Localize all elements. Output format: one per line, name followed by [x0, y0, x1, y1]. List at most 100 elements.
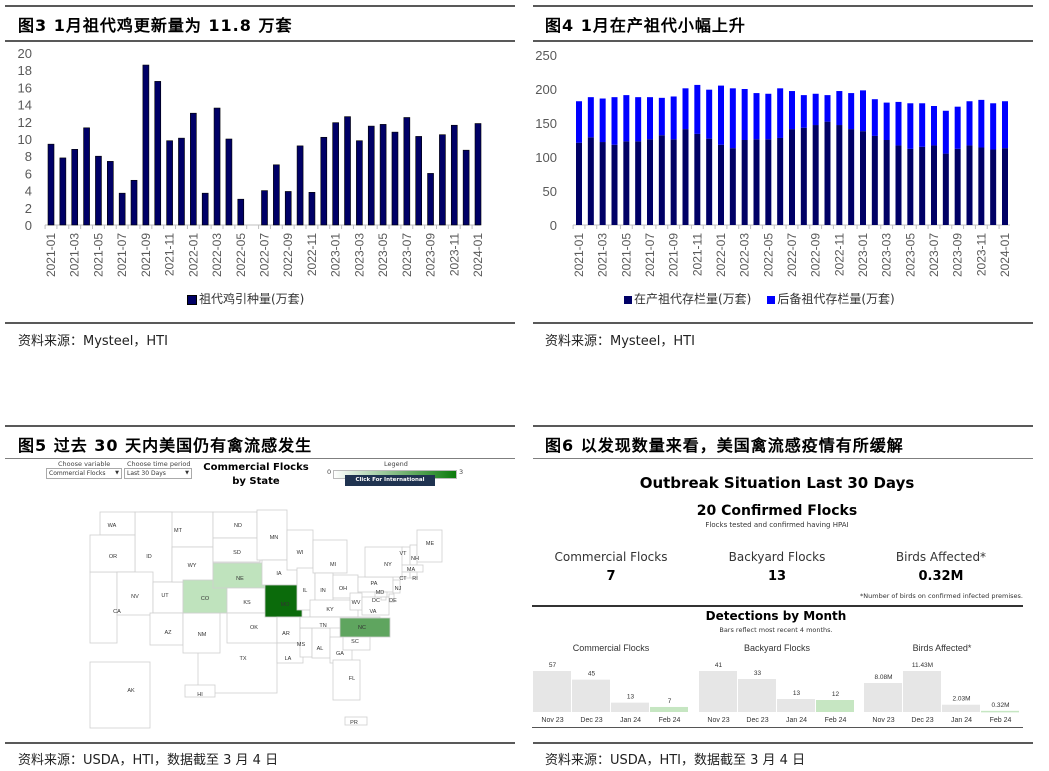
- state-OK[interactable]: [226, 612, 278, 644]
- state-MN[interactable]: [256, 509, 288, 561]
- bar-reserve-2023-07: [931, 106, 937, 146]
- bar-2023-11: [450, 124, 458, 226]
- detections-title: Detections by Month: [705, 609, 847, 623]
- bar-production-2022-04: [753, 139, 760, 225]
- bar-production-2022-10: [824, 121, 831, 225]
- detections-chart-0: Commercial Flocks 57 Nov 23 45 Dec 23 13 Jan 2…: [533, 643, 688, 724]
- detections-bar-label: 12: [832, 691, 840, 698]
- bar-reserve-2021-01: [576, 101, 582, 143]
- x-tick-label: 2022-07: [258, 233, 272, 277]
- detections-subtitle: Bars reflect most recent 4 months.: [719, 626, 833, 634]
- state-WA[interactable]: [99, 511, 136, 536]
- x-tick-label: 2023-07: [927, 233, 941, 277]
- fig6-title: 图6 以发现数量来看，美国禽流感疫情有所缓解: [545, 436, 904, 455]
- state-NE[interactable]: [212, 562, 266, 589]
- detections-bar-label: 7: [668, 698, 672, 705]
- bar-2021-07: [118, 192, 126, 226]
- x-tick-label: 2022-05: [234, 233, 248, 277]
- detections-chart-title: Birds Affected*: [913, 643, 972, 653]
- state-NH[interactable]: [409, 544, 418, 566]
- detections-bar-Feb-24: [816, 700, 854, 712]
- state-DC[interactable]: [380, 596, 387, 601]
- map-legend-min: 0: [327, 468, 332, 476]
- map-title-line1: Commercial Flocks: [203, 462, 309, 473]
- state-AK[interactable]: [89, 661, 151, 729]
- stat-birds-label: Birds Affected*: [895, 550, 987, 564]
- state-label-SD: SD: [233, 550, 241, 556]
- bar-2023-10: [439, 134, 446, 226]
- state-PR[interactable]: [344, 716, 368, 726]
- bar-production-2022-08: [800, 127, 807, 225]
- bar-2023-09: [427, 173, 434, 226]
- state-NY[interactable]: [364, 546, 404, 578]
- bar-2023-04: [367, 125, 375, 226]
- bar-reserve-2023-09: [954, 106, 961, 149]
- choose-variable-select[interactable]: Commercial Flocks ▼: [46, 468, 122, 479]
- bar-reserve-2023-04: [895, 101, 902, 146]
- fig5-title: 图5 过去 30 天内美国仍有禽流感发生: [18, 436, 313, 455]
- detections-month-label: Feb 24: [990, 717, 1012, 724]
- bar-2022-10: [296, 145, 304, 226]
- state-FL[interactable]: [332, 659, 361, 701]
- bar-2023-12: [462, 149, 470, 226]
- detections-bar-Feb-24: [650, 706, 688, 712]
- x-tick-label: 2023-07: [400, 233, 414, 277]
- fig4-legend-item-reserve: 后备祖代存栏量(万套): [767, 290, 895, 307]
- bar-reserve-2022-11: [836, 91, 843, 126]
- bar-2021-12: [178, 137, 185, 226]
- state-CA[interactable]: [89, 571, 118, 644]
- state-AR[interactable]: [276, 616, 301, 644]
- fig3-source: 资料来源：Mysteel，HTI: [18, 334, 168, 349]
- bar-2023-08: [415, 136, 422, 226]
- state-label-MN: MN: [270, 535, 279, 541]
- state-AL[interactable]: [311, 627, 331, 659]
- x-tick-label: 2023-03: [352, 233, 366, 277]
- bar-production-2021-01: [576, 142, 582, 225]
- bar-reserve-2021-10: [682, 88, 689, 130]
- fig6-top-rule: [533, 425, 1033, 427]
- state-MO[interactable]: [264, 584, 303, 618]
- state-label-AL: AL: [317, 646, 324, 652]
- state-label-NV: NV: [131, 594, 139, 600]
- y-tick-label: 0: [25, 218, 32, 233]
- bar-reserve-2021-04: [611, 97, 618, 145]
- state-AZ[interactable]: [149, 612, 184, 646]
- state-NC[interactable]: [339, 617, 391, 638]
- state-label-WI: WI: [297, 550, 304, 556]
- bar-production-2022-12: [848, 129, 855, 225]
- y-tick-label: 8: [25, 149, 32, 164]
- state-DE[interactable]: [388, 593, 395, 603]
- x-tick-label: 2021-01: [572, 233, 586, 277]
- bar-reserve-2023-08: [942, 110, 949, 154]
- bar-2023-06: [391, 131, 399, 226]
- state-WY[interactable]: [171, 546, 214, 583]
- state-label-FL: FL: [349, 676, 355, 682]
- international-exports-button[interactable]: Click For International Exports: [345, 475, 435, 494]
- bar-2021-05: [95, 155, 102, 226]
- state-label-LA: LA: [285, 656, 292, 662]
- bar-production-2021-10: [682, 129, 689, 225]
- choose-period-select[interactable]: Last 30 Days ▼: [124, 468, 192, 479]
- state-OR[interactable]: [89, 534, 136, 573]
- x-tick-label: 2021-03: [68, 233, 82, 277]
- detections-bar-Feb-24: [981, 710, 1019, 713]
- bar-production-2021-03: [599, 142, 606, 225]
- bar-production-2021-07: [647, 139, 653, 225]
- state-ME[interactable]: [416, 529, 443, 563]
- detections-month-label: Jan 24: [786, 717, 807, 724]
- state-HI[interactable]: [184, 684, 216, 698]
- state-ID[interactable]: [134, 511, 173, 583]
- detections-bar-Dec-23: [738, 679, 776, 712]
- state-WI[interactable]: [286, 529, 314, 571]
- state-NM[interactable]: [182, 612, 221, 654]
- state-MI[interactable]: [312, 539, 348, 574]
- state-RI[interactable]: [409, 571, 418, 579]
- y-tick-label: 250: [535, 48, 557, 63]
- detections-chart-1: Backyard Flocks 41 Nov 23 33 Dec 23 13 Jan 24 1…: [699, 643, 854, 724]
- state-label-KS: KS: [243, 600, 251, 606]
- state-NJ[interactable]: [392, 579, 401, 594]
- state-label-TN: TN: [319, 623, 326, 629]
- state-label-GA: GA: [336, 651, 344, 657]
- y-tick-label: 6: [25, 166, 32, 181]
- state-label-IL: IL: [303, 588, 308, 594]
